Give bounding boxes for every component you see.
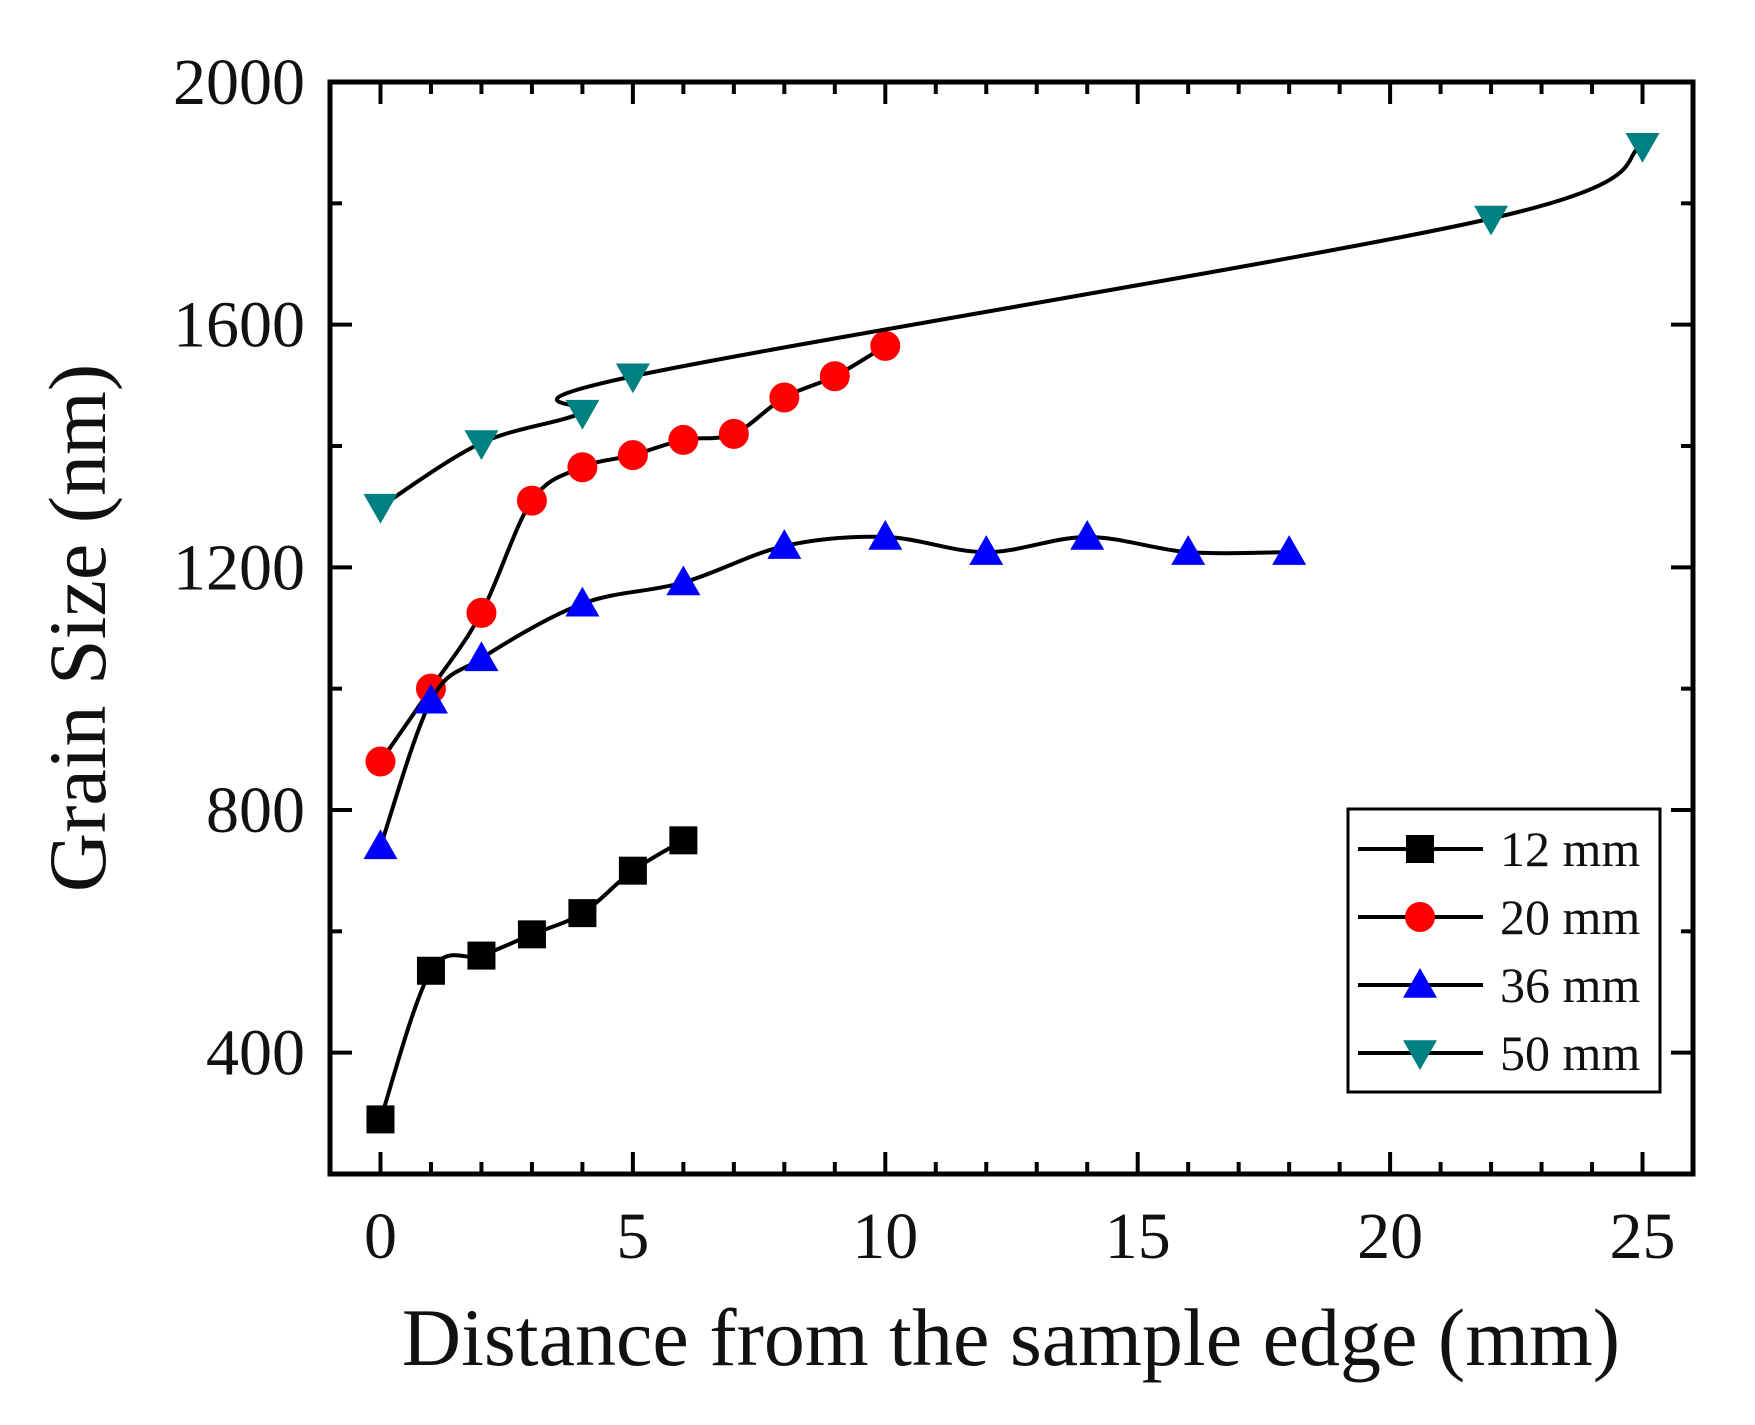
data-point xyxy=(366,1105,395,1134)
data-point xyxy=(466,597,497,628)
legend-marker xyxy=(1406,835,1434,863)
data-point xyxy=(365,746,396,777)
y-tick-label: 400 xyxy=(206,1017,305,1090)
legend-marker xyxy=(1403,968,1437,998)
data-point xyxy=(668,424,699,455)
data-point xyxy=(568,899,597,928)
data-point xyxy=(617,440,648,471)
x-tick-label: 5 xyxy=(616,1200,649,1273)
data-point xyxy=(464,641,499,672)
data-point xyxy=(819,361,850,392)
y-tick-labels: 400 800 1200 1600 2000 xyxy=(173,46,305,1090)
data-point xyxy=(1272,535,1307,565)
legend-marker xyxy=(1403,1040,1437,1070)
legend-label: 36 mm xyxy=(1500,957,1640,1013)
plot-frame xyxy=(327,79,1696,1177)
y-tick-label: 2000 xyxy=(173,46,305,119)
data-point xyxy=(467,941,496,970)
series-12-mm xyxy=(366,826,698,1134)
data-point xyxy=(517,920,546,949)
data-point xyxy=(413,683,448,714)
data-point xyxy=(363,493,398,524)
data-point xyxy=(567,452,598,483)
series-20-mm xyxy=(365,330,901,777)
x-tick-labels: 0 5 10 15 20 25 xyxy=(364,1200,1676,1273)
data-point xyxy=(565,586,600,617)
y-tick-label: 800 xyxy=(206,774,305,847)
x-axis-title: Distance from the sample edge (mm) xyxy=(402,1292,1620,1383)
series-50-mm xyxy=(363,132,1660,524)
x-tick-label: 20 xyxy=(1357,1200,1423,1273)
data-point xyxy=(870,330,901,361)
data-point xyxy=(565,399,600,430)
y-axis-title: Grain Size (nm) xyxy=(32,364,123,892)
data-point xyxy=(669,826,698,855)
data-point xyxy=(516,485,547,516)
legend-label: 50 mm xyxy=(1500,1025,1640,1081)
series-line xyxy=(379,143,1644,509)
data-point xyxy=(1625,132,1660,163)
series-36-mm xyxy=(363,520,1307,860)
y-tick-label: 1200 xyxy=(173,531,305,604)
legend-label: 12 mm xyxy=(1500,821,1640,877)
x-tick-label: 25 xyxy=(1610,1200,1676,1273)
data-point xyxy=(1171,535,1206,565)
legend: 12 mm 20 mm 36 mm 50 mm xyxy=(1346,807,1662,1094)
data-point xyxy=(464,430,499,460)
data-point xyxy=(615,363,650,394)
data-point xyxy=(416,956,445,985)
data-point xyxy=(868,520,903,550)
data-point xyxy=(666,565,701,596)
x-tick-label: 15 xyxy=(1105,1200,1171,1273)
x-tick-label: 0 xyxy=(364,1200,397,1273)
legend-marker xyxy=(1405,902,1435,932)
data-point xyxy=(767,529,802,559)
data-point xyxy=(718,418,749,449)
data-point xyxy=(1474,205,1509,236)
data-point xyxy=(618,856,647,885)
data-point xyxy=(769,382,800,413)
legend-box xyxy=(1346,807,1662,1094)
data-point xyxy=(1070,520,1105,550)
x-tick-label: 10 xyxy=(852,1200,918,1273)
data-point xyxy=(363,829,398,860)
series-layer xyxy=(363,132,1660,1134)
y-tick-label: 1600 xyxy=(173,289,305,362)
legend-label: 20 mm xyxy=(1500,889,1640,945)
data-point xyxy=(969,535,1004,565)
